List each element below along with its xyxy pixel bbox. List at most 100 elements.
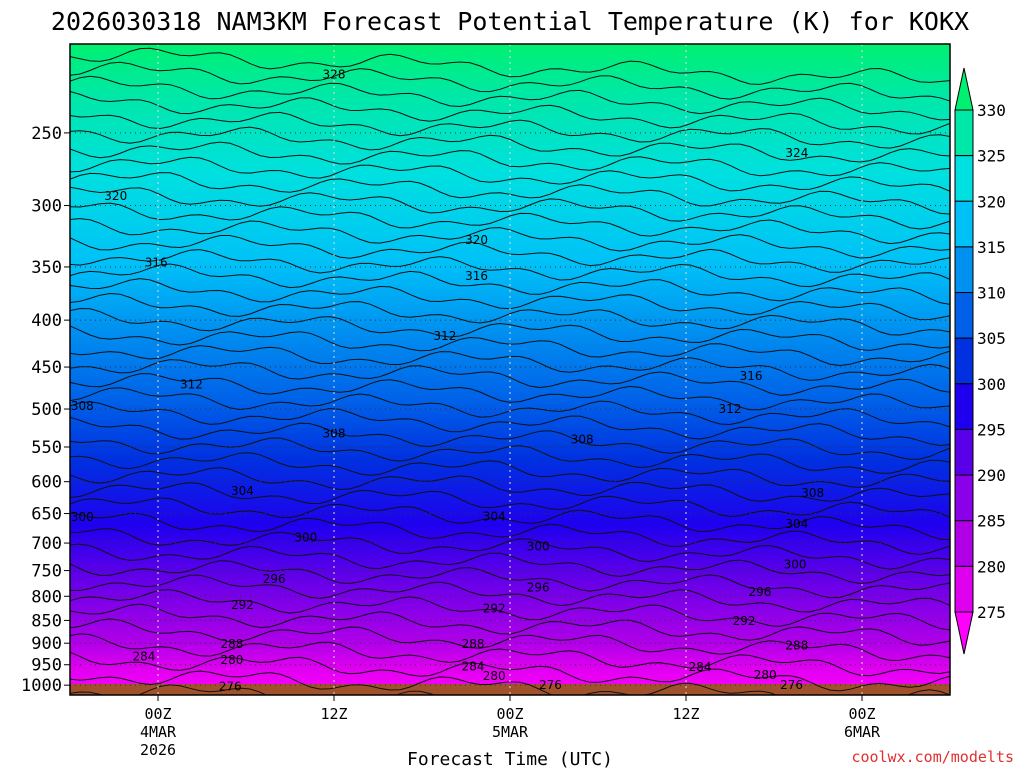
isotherm-line [70,684,437,695]
contour-label: 284 [462,659,485,673]
colorbar-segment [954,428,974,476]
contour-label: 280 [483,669,506,683]
contour-label: 300 [71,510,94,524]
contour-label: 300 [784,558,807,572]
contour-label: 308 [323,427,346,441]
contour-label: 316 [465,269,488,283]
isotherm-line [70,528,950,570]
colorbar-label: 305 [977,329,1006,348]
contour-label: 316 [145,255,168,269]
y-tick-label: 250 [31,124,62,144]
y-tick-label: 500 [31,400,62,420]
isotherm-line [70,156,950,192]
colorbar-label: 320 [977,192,1006,211]
isotherm-line [70,263,950,305]
contour-label: 276 [219,679,242,693]
colorbar-segment [954,565,974,613]
y-tick-label: 550 [31,438,62,458]
isotherm-line [70,249,950,288]
y-tick-label: 350 [31,258,62,278]
colorbar-segment [954,520,974,567]
y-tick-label: 850 [31,611,62,631]
x-tick-label: 00Z [496,705,523,723]
isotherm-line [70,47,950,85]
contour-label: 324 [785,146,808,160]
y-tick-label: 1000 [21,676,62,696]
contour-label: 316 [740,369,763,383]
contour-labels: 328 324 320 320 316 316 312 312 316 312 308 308 308 3… [71,68,824,694]
colorbar-bottom-arrow [954,611,974,655]
isotherm-line [70,482,950,519]
contour-label: 312 [180,377,203,391]
x-tick-label: 5MAR [492,723,529,741]
colorbar-label: 285 [977,512,1006,531]
contour-label: 284 [132,650,155,664]
y-tick-label: 950 [31,656,62,676]
contour-label: 308 [571,433,594,447]
y-tick-label: 650 [31,505,62,525]
colorbar-label: 330 [977,101,1006,120]
contour-label: 276 [539,678,562,692]
x-tick-label: 12Z [672,705,699,723]
chart-title: 2026030318 NAM3KM Forecast Potential Tem… [51,7,969,36]
gridlines [70,44,950,695]
contour-label: 288 [462,637,485,651]
isotherm-line [70,91,950,135]
y-tick-label: 750 [31,562,62,582]
x-axis-label: Forecast Time (UTC) [407,749,613,768]
colorbar-label: 295 [977,420,1006,439]
y-tick-label: 700 [31,534,62,554]
colorbar-segment [954,337,974,385]
contour-label: 284 [689,660,712,674]
y-tick-label: 300 [31,197,62,217]
colorbar-segment [954,109,974,157]
x-tick-label: 4MAR [140,723,177,741]
contour-label: 292 [483,602,506,616]
contour-label: 300 [294,530,317,544]
contour-label: 308 [801,486,824,500]
isotherm-line [70,61,950,102]
y-tick-label: 800 [31,587,62,607]
colorbar-label: 300 [977,375,1006,394]
y-tick-label: 400 [31,311,62,331]
colorbar-segment [954,155,974,202]
x-tick-label: 12Z [320,705,347,723]
colorbar-label: 280 [977,557,1006,576]
isotherm-line [70,359,950,396]
colorbar-segment [954,200,974,248]
y-tick-label: 450 [31,358,62,378]
contour-label: 304 [785,517,808,531]
isotherm-line [70,373,950,411]
isotherm-line [70,126,950,163]
x-tick-label: 00Z [144,705,171,723]
isotherm-line [70,186,950,230]
contour-label: 276 [780,678,803,692]
contour-label: 280 [754,668,777,682]
colorbar-segment [954,474,974,522]
contour-label: 320 [465,233,488,247]
contour-label: 292 [733,614,756,628]
colorbar-segment [954,292,974,339]
colorbar-label: 310 [977,284,1006,303]
contour-label: 312 [433,329,456,343]
contour-label: 288 [785,638,808,652]
isotherm-line [70,416,950,460]
contour-label: 304 [483,510,506,524]
colorbar-top-arrow [954,67,974,111]
y-tick-label: 900 [31,634,62,654]
colorbar: 330 325 320 315 310 305 300 295 290 285 280 275 [954,67,1006,655]
x-tick-label: 6MAR [844,723,881,741]
colorbar-label: 315 [977,238,1006,257]
isotherm-line [70,218,950,259]
isotherm-line [70,75,950,121]
contour-label: 312 [719,402,742,416]
isotherm-line [70,202,950,245]
isotherm-line [70,292,950,336]
isotherm-line [70,467,950,502]
isotherm-line [70,307,950,351]
credit-text: coolwx.com/modelts [851,748,1014,766]
x-tick-label: 2026 [140,741,176,759]
isotherm-line [70,574,950,613]
